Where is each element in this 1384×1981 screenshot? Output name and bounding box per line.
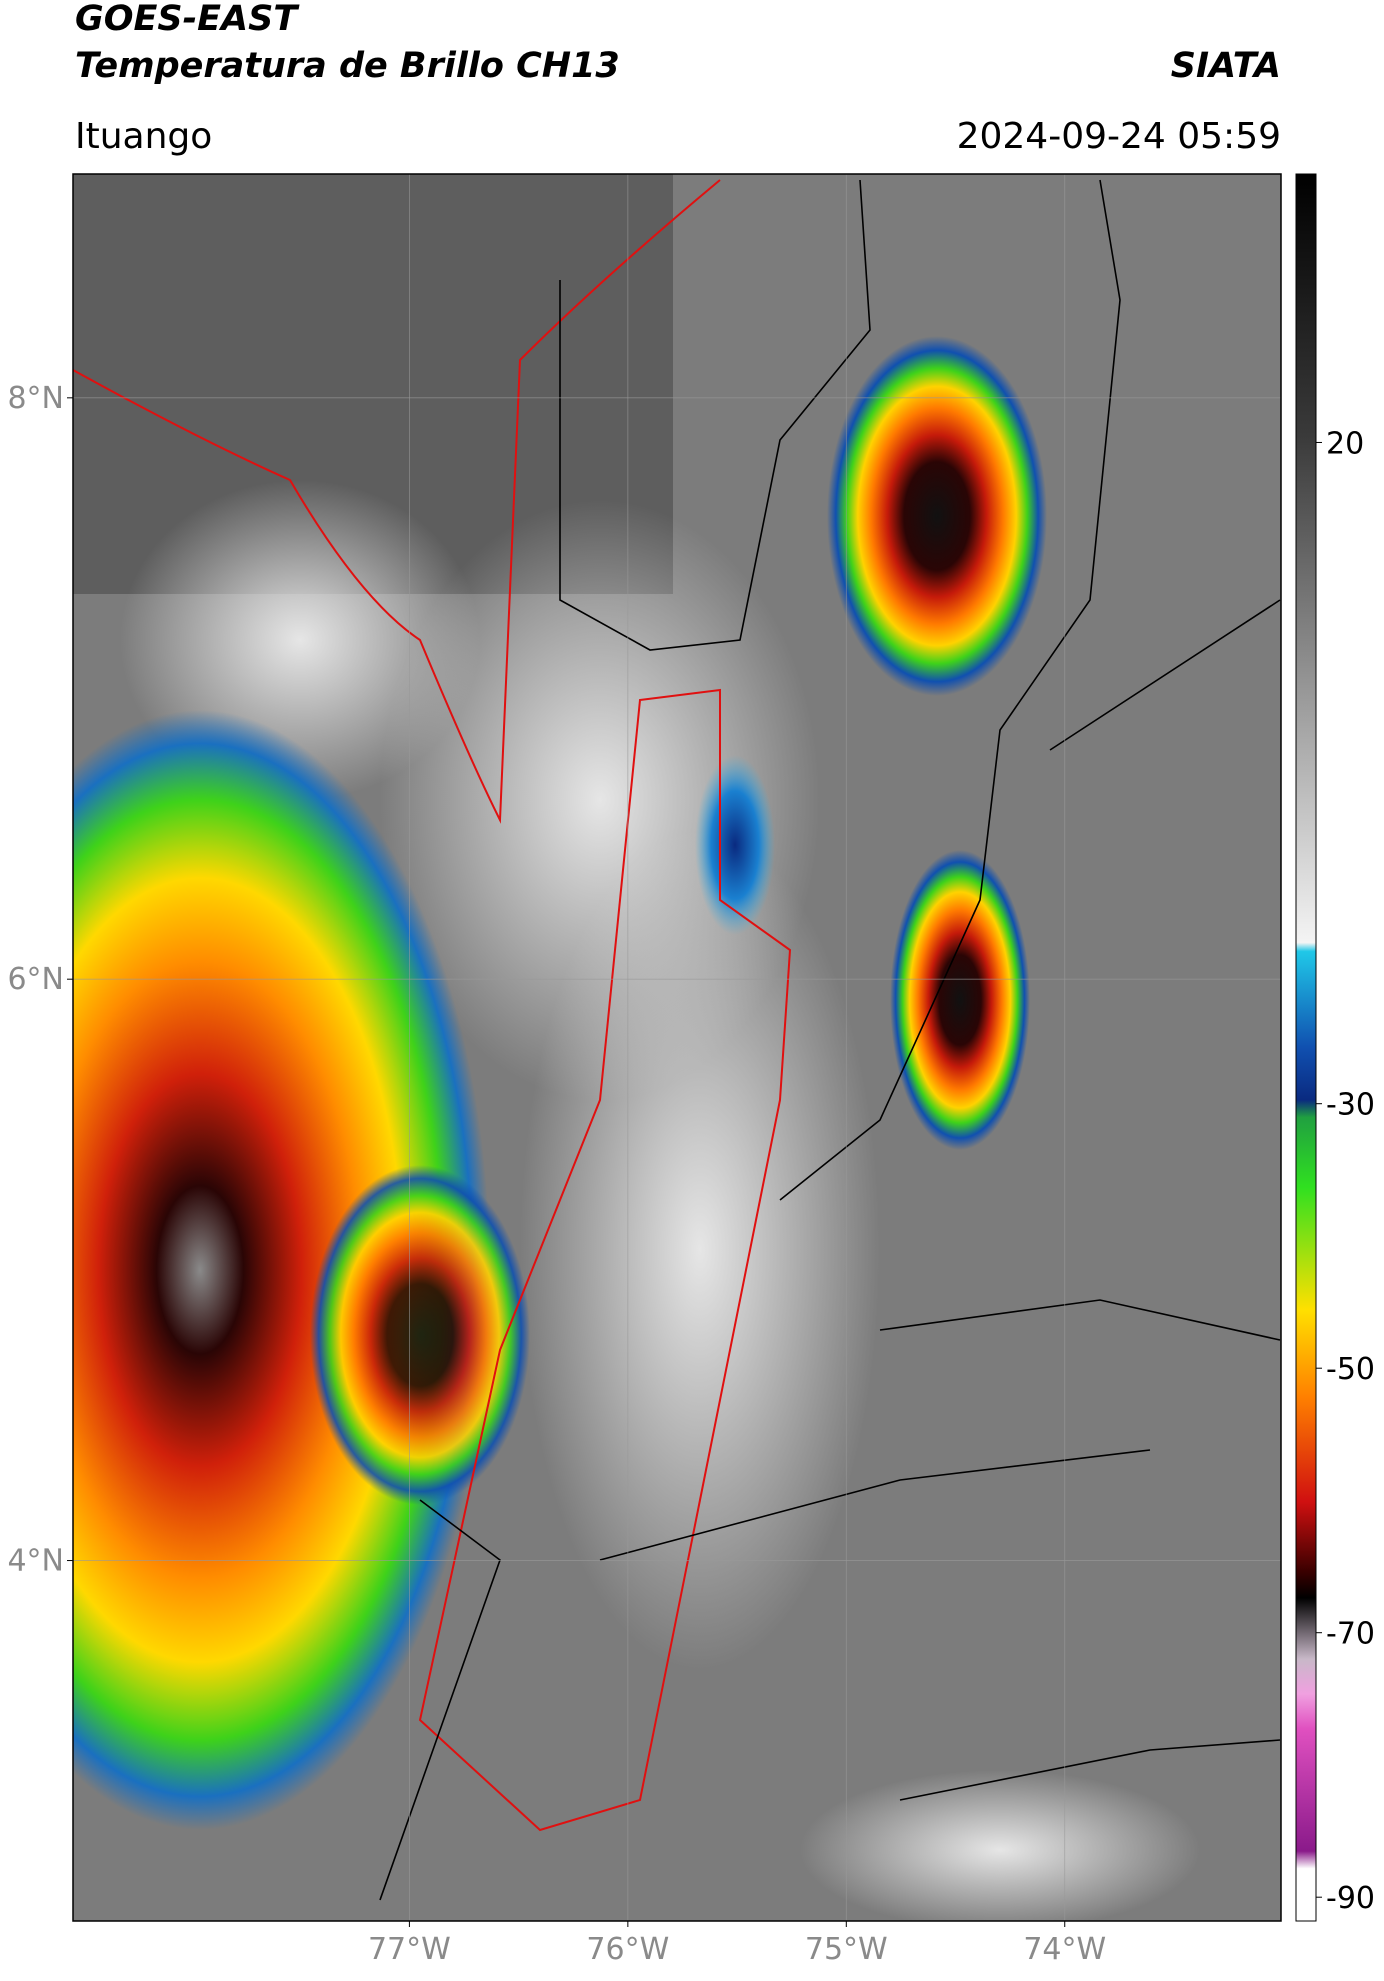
cold-cloud (695, 755, 775, 935)
cloud (520, 830, 880, 1670)
colorbar (1295, 173, 1317, 1922)
admin-boundary (379, 179, 1281, 1901)
title: GOES-EAST (75, 0, 300, 39)
timestamp: 2024-09-24 05:59 (957, 116, 1281, 157)
lon-tick-label: 76°W (586, 1932, 669, 1967)
colorbar-tick-label: -70 (1326, 1617, 1375, 1652)
colorbar-tick-label: -50 (1326, 1352, 1375, 1387)
lon-tick-label: 77°W (368, 1932, 451, 1967)
lat-tick-label: 6°N (7, 962, 64, 997)
colorbar-tick-label: -90 (1326, 1881, 1375, 1916)
coastline (73, 179, 721, 824)
storm-system (827, 336, 1047, 696)
storm-system (310, 1165, 530, 1505)
region-boundary (418, 688, 792, 1832)
lon-tick-label: 74°W (1023, 1932, 1106, 1967)
colorbar-tick-label: -30 (1326, 1088, 1375, 1123)
lon-tick-label: 75°W (805, 1932, 888, 1967)
cloud (800, 1770, 1200, 1921)
source: SIATA (1171, 46, 1281, 86)
lat-tick-label: 4°N (7, 1544, 64, 1579)
location: Ituango (75, 116, 212, 157)
storm-system (890, 850, 1030, 1150)
storm-system (73, 710, 490, 1830)
lat-tick-label: 8°N (7, 381, 64, 416)
map (73, 174, 1281, 1921)
colorbar-tick-label: 20 (1326, 426, 1364, 461)
map-frame (72, 173, 1282, 1922)
subtitle: Temperatura de Brillo CH13 (75, 46, 620, 86)
